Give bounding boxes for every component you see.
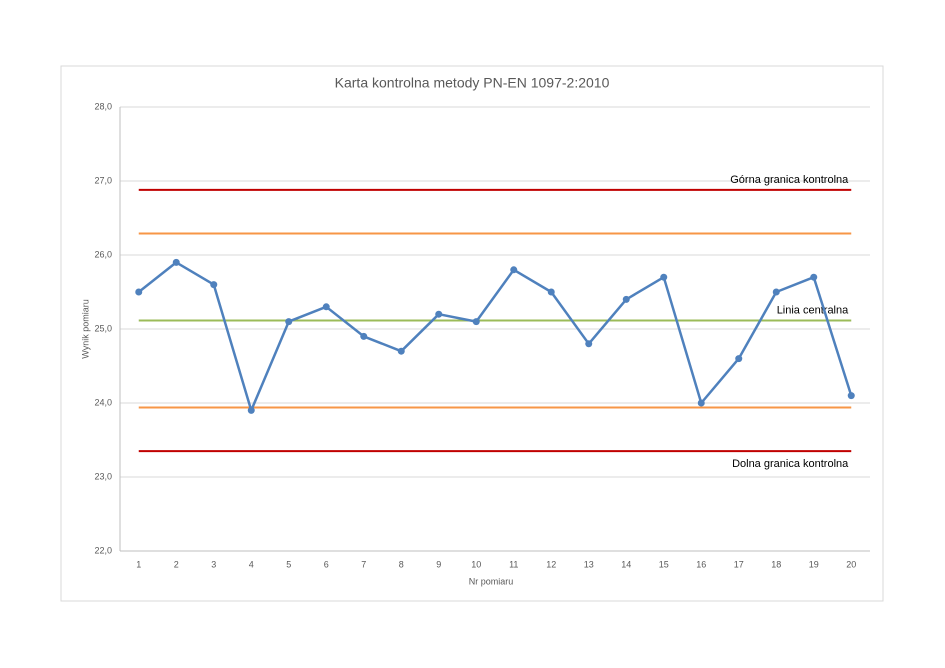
x-tick-label: 4 [249,559,254,569]
x-tick-label: 3 [211,559,216,569]
x-tick-label: 2 [174,559,179,569]
chart-title: Karta kontrolna metody PN-EN 1097-2:2010 [335,75,610,91]
data-point [397,347,405,355]
x-tick-label: 12 [546,559,556,569]
x-tick-label: 10 [471,559,481,569]
data-point [660,273,668,281]
data-point [585,340,593,348]
data-point [510,266,518,274]
data-point [772,288,780,296]
data-point [172,258,180,266]
data-point [847,392,855,400]
data-point [735,355,743,363]
data-point [135,288,143,296]
data-line [137,261,853,412]
data-point [210,281,218,289]
x-axis-title: Nr pomiaru [469,576,514,586]
y-axis-title: Wynik pomiaru [80,299,90,358]
x-tick-label: 14 [621,559,631,569]
y-tick-label: 25,0 [94,323,112,333]
x-tick-label: 8 [399,559,404,569]
data-point [322,303,330,311]
x-tick-label: 9 [436,559,441,569]
x-tick-label: 19 [809,559,819,569]
data-point [547,288,555,296]
x-tick-label: 17 [734,559,744,569]
y-tick-label: 24,0 [94,397,112,407]
data-point [285,318,293,326]
x-tick-label: 5 [286,559,291,569]
x-tick-label: 15 [659,559,669,569]
data-point [697,399,705,407]
y-tick-label: 23,0 [94,471,112,481]
data-point [622,295,630,303]
y-tick-label: 22,0 [94,545,112,555]
x-tick-label: 1 [136,559,141,569]
x-tick-label: 20 [846,559,856,569]
x-tick-label: 16 [696,559,706,569]
data-point [247,406,255,414]
x-tick-label: 13 [584,559,594,569]
y-tick-label: 28,0 [94,101,112,111]
reference-label: Linia centralna [777,304,849,316]
chart-frame [60,65,884,602]
y-tick-label: 26,0 [94,249,112,259]
x-tick-label: 18 [771,559,781,569]
data-point [810,273,818,281]
reference-label: Górna granica kontrolna [730,174,849,186]
y-tick-label: 27,0 [94,175,112,185]
x-tick-label: 6 [324,559,329,569]
data-point [472,318,480,326]
data-point [360,332,368,340]
data-point [435,310,443,318]
reference-label: Dolna granica kontrolna [732,458,849,470]
x-tick-label: 11 [509,559,518,569]
x-tick-label: 7 [361,559,366,569]
